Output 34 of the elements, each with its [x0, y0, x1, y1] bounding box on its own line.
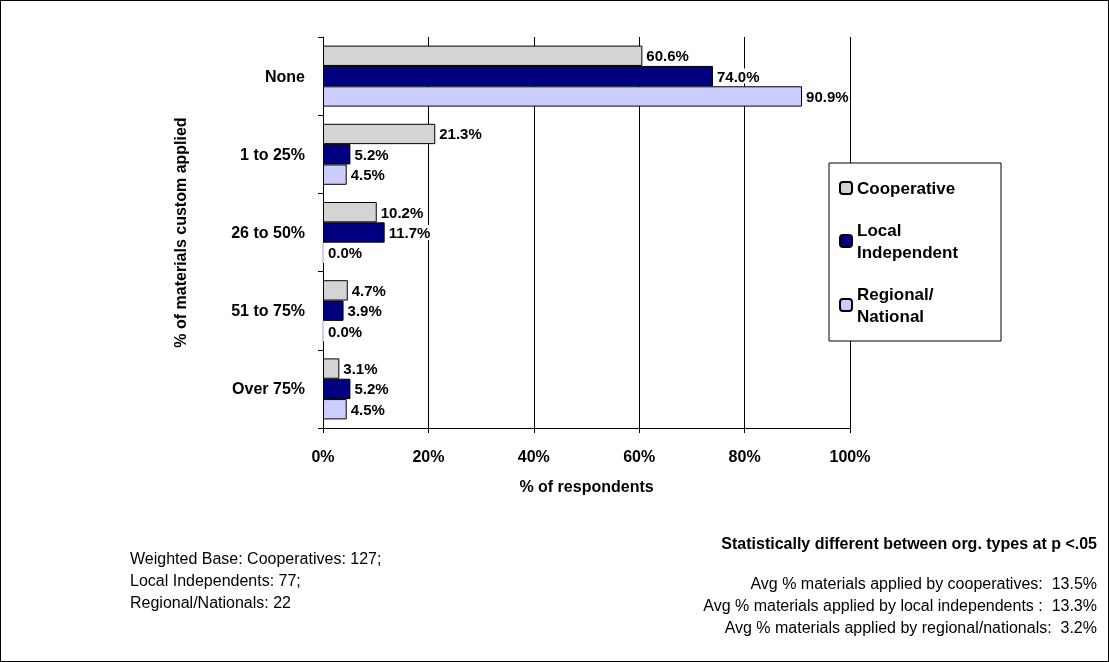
x-tick-label: 80% — [728, 447, 761, 465]
data-label: 0.0% — [328, 322, 363, 340]
data-label: 11.7% — [388, 224, 431, 241]
y-axis-title: % of materials custom applied — [171, 117, 189, 348]
text: Weighted Base: Cooperatives: 127; Local Independents: 77; Regional/Nationals: 22 — [130, 549, 382, 613]
data-label: 60.6% — [646, 47, 689, 65]
data-label: 3.1% — [343, 360, 378, 378]
data-label: 5.2% — [354, 380, 389, 398]
x-tick-label: 100% — [829, 447, 871, 465]
x-tick-label: 40% — [517, 447, 550, 465]
text: Statistically different between org. types at p <.05 — [721, 534, 1097, 554]
x-tick-label: 0% — [311, 447, 335, 465]
data-label: 5.2% — [354, 145, 389, 163]
data-label: 3.9% — [347, 302, 382, 320]
text: Avg % materials applied by cooperatives: 13.5% Avg % materials applied by local independents : 13.3% Avg % materials applied by regional/nationals: 3.2% — [703, 574, 1097, 638]
y-tick-label: Over 75% — [232, 380, 305, 398]
legend-label: Cooperative — [857, 178, 956, 198]
data-label: 4.5% — [350, 400, 385, 418]
data-label: 10.2% — [380, 203, 424, 221]
x-axis-title: % of respondents — [519, 477, 654, 495]
data-label: 0.0% — [328, 244, 363, 262]
legend-label: Local Independent — [857, 220, 959, 262]
data-label: 4.7% — [351, 281, 386, 299]
data-label: 4.5% — [350, 166, 385, 184]
data-label: 90.9% — [806, 87, 849, 105]
y-tick-label: 51 to 75% — [231, 302, 305, 320]
x-tick-label: 20% — [412, 447, 445, 465]
x-tick-label: 60% — [623, 447, 656, 465]
y-tick-label: 26 to 50% — [231, 224, 305, 241]
y-tick-label: 1 to 25% — [240, 145, 305, 163]
data-label: 74.0% — [716, 67, 760, 85]
data-label: 21.3% — [439, 125, 482, 143]
y-tick-label: None — [265, 67, 306, 85]
legend-label: Regional/ National — [857, 284, 939, 326]
